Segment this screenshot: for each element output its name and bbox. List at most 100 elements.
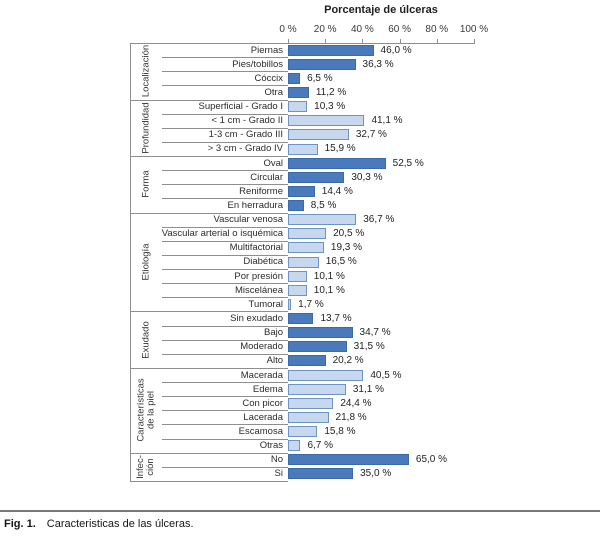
row-separator (162, 396, 288, 398)
axis-tick-label: 40 % (350, 24, 374, 35)
bar (288, 72, 301, 84)
group-separator (130, 156, 288, 158)
category-label: Alto (266, 355, 283, 367)
value-label: 21,8 % (335, 411, 367, 423)
bar (288, 383, 346, 395)
axis-tick-label: 20 % (313, 24, 337, 35)
row-separator (162, 325, 288, 327)
axis-tick-mark (288, 39, 289, 43)
bar (288, 411, 329, 423)
value-label: 35,0 % (360, 468, 392, 480)
category-label: Escamosa (238, 426, 283, 438)
bar (288, 129, 349, 141)
value-label: 11,2 % (315, 86, 347, 98)
value-label: 6,7 % (307, 440, 334, 452)
category-label: Piernas (250, 44, 283, 56)
category-label: Pies/tobillos (232, 58, 283, 70)
category-label: 1-3 cm - Grado III (208, 129, 283, 141)
group-label: Características de la piel (134, 378, 157, 443)
axis-tick-label: 0 % (279, 24, 297, 35)
bar (288, 58, 356, 70)
bar (288, 440, 301, 452)
value-label: 10,1 % (313, 270, 345, 282)
bar (288, 185, 315, 197)
bar (288, 284, 307, 296)
value-label: 13,7 % (320, 313, 352, 324)
group-label: Profundidad (139, 102, 151, 154)
value-label: 15,8 % (324, 426, 356, 438)
row-separator (162, 353, 288, 355)
category-label: Si (274, 468, 283, 480)
value-label: 65,0 % (415, 454, 448, 466)
bar (288, 157, 386, 169)
category-label: Otra (264, 86, 283, 98)
value-label: 6,5 % (307, 72, 333, 84)
value-label: 34,7 % (359, 327, 391, 339)
bar (288, 298, 292, 310)
row-separator (162, 240, 288, 242)
bar (288, 454, 409, 466)
value-label: 16,5 % (325, 256, 357, 268)
value-label: 20,5 % (333, 228, 365, 240)
group-label: Forma (139, 170, 151, 199)
value-label: 30,3 % (351, 171, 383, 183)
bar (288, 115, 365, 127)
row-separator (162, 198, 288, 200)
group-separator (130, 367, 288, 369)
bar (288, 327, 353, 339)
bar (288, 242, 324, 254)
value-label: 19,3 % (330, 242, 363, 254)
value-label: 20,2 % (332, 355, 364, 367)
value-label: 41,1 % (371, 115, 403, 127)
row-separator (162, 141, 288, 143)
value-label: 24,4 % (340, 397, 372, 409)
category-label: Moderado (240, 341, 283, 353)
category-label: Reniforme (239, 185, 283, 197)
group-label: Exudado (139, 320, 151, 359)
row-separator (162, 283, 288, 285)
category-label: > 3 cm - Grado IV (207, 143, 283, 155)
value-label: 15,9 % (324, 143, 356, 155)
bar (288, 200, 304, 212)
category-label: Macerada (240, 369, 283, 381)
bar (288, 171, 345, 183)
category-label: Por presión (234, 270, 283, 282)
row-separator (162, 184, 288, 186)
row-separator (162, 85, 288, 87)
axis-tick-mark (474, 39, 475, 43)
axis-tick-label: 80 % (425, 24, 449, 35)
axis-line (130, 43, 475, 44)
axis-tick-mark (362, 39, 364, 43)
row-separator (162, 226, 288, 228)
category-label: Edema (252, 383, 283, 395)
category-label: Miscelánea (234, 284, 283, 296)
axis-tick-mark (436, 39, 438, 43)
value-label: 31,5 % (353, 341, 385, 353)
row-separator (162, 438, 288, 440)
row-separator (162, 382, 288, 384)
row-separator (162, 339, 288, 341)
chart-title: Porcentaje de úlceras (324, 4, 438, 16)
category-label: Vascular arterial o isquémica (161, 228, 283, 240)
category-label: < 1 cm - Grado II (211, 115, 283, 127)
bar-chart: Piernas 46,0 % Pies/tobillos 36,3 % Cóccix 6,… (130, 39, 600, 482)
value-label: 1,7 % (298, 298, 324, 310)
value-label: 8,5 % (310, 199, 337, 211)
table-left-border (130, 43, 131, 481)
group-label: Etiología (139, 243, 151, 281)
row-separator (162, 71, 288, 73)
group-separator (130, 99, 288, 101)
axis-tick-mark (325, 39, 327, 43)
row-separator (162, 269, 288, 271)
group-separator (130, 452, 288, 454)
category-label: Sin exudado (230, 313, 283, 324)
row-separator (162, 57, 288, 59)
value-label: 10,3 % (314, 101, 346, 113)
bar (288, 355, 326, 367)
value-label: 40,5 % (370, 369, 402, 381)
group-separator (130, 212, 288, 214)
bar (288, 101, 308, 113)
value-label: 32,7 % (355, 129, 387, 141)
bar (288, 341, 347, 353)
